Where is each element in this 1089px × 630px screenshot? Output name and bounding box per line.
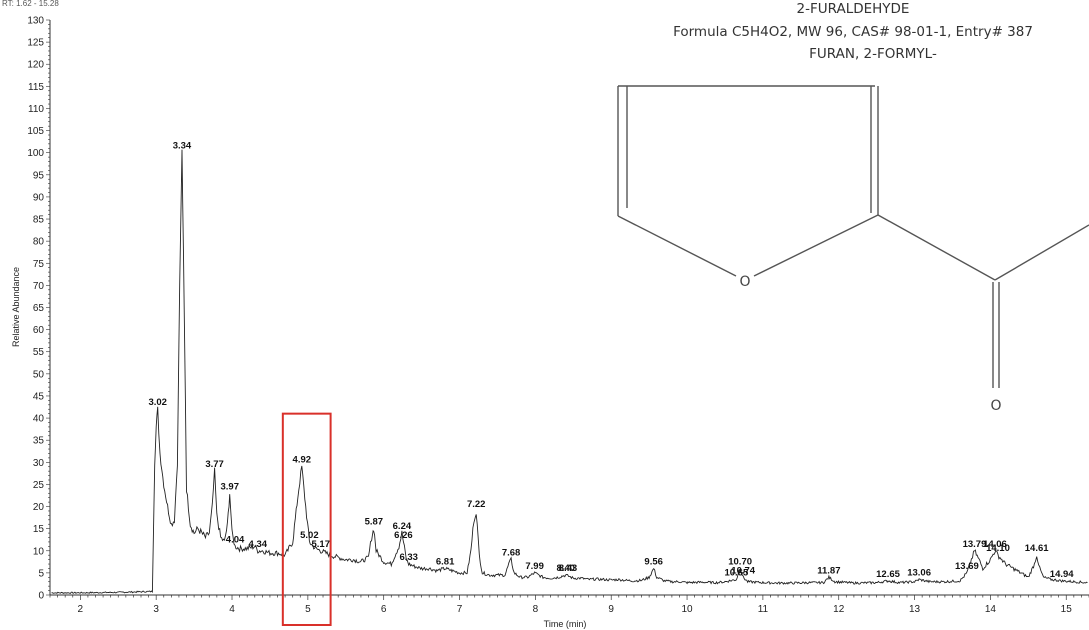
y-tick-label: 40 — [33, 414, 45, 425]
peak-label: 3.34 — [173, 141, 192, 152]
peak-label: 6.24 — [393, 521, 412, 532]
x-tick-label: 3 — [153, 604, 159, 615]
y-tick-label: 20 — [33, 502, 45, 513]
peak-label: 12.65 — [876, 569, 900, 580]
peak-label: 10.70 — [728, 556, 752, 567]
peak-label: 11.87 — [817, 565, 840, 576]
compound-name: 2-FURALDEHYDE — [797, 1, 910, 17]
y-axis-title: Relative Abundance — [11, 267, 21, 347]
y-tick-label: 90 — [33, 192, 45, 203]
x-tick-label: 8 — [533, 604, 539, 615]
aldehyde-h-bond — [994, 224, 1089, 281]
x-tick-label: 2 — [78, 604, 84, 615]
peak-label: 5.02 — [300, 530, 319, 541]
y-tick-label: 125 — [27, 38, 44, 49]
peak-label: 13.69 — [955, 561, 979, 572]
peak-label: 7.22 — [467, 499, 486, 510]
peak-label: 3.97 — [220, 481, 239, 492]
y-tick-label: 130 — [27, 16, 44, 27]
y-tick-label: 10 — [33, 546, 45, 557]
peak-label: 13.79 — [963, 539, 987, 550]
x-tick-label: 7 — [457, 604, 463, 615]
peak-label: 14.94 — [1050, 569, 1074, 580]
peak-label: 14.06 — [983, 539, 1007, 550]
peak-label: 6.81 — [436, 556, 455, 567]
peak-label: 4.92 — [293, 455, 312, 466]
peak-label: 6.26 — [394, 530, 413, 541]
y-tick-label: 30 — [33, 458, 45, 469]
y-tick-label: 120 — [27, 60, 44, 71]
peak-label: 7.68 — [502, 548, 521, 559]
x-axis-title: Time (min) — [544, 619, 587, 629]
range-header-fragment: RT: 1.62 - 15.28 — [2, 0, 59, 8]
y-tick-label: 50 — [33, 369, 45, 380]
y-tick-label: 65 — [33, 303, 45, 314]
y-tick-label: 80 — [33, 237, 45, 248]
peak-label: 6.33 — [399, 552, 418, 563]
y-tick-label: 85 — [33, 215, 45, 226]
y-tick-label: 0 — [38, 591, 44, 602]
y-tick-label: 75 — [33, 259, 45, 270]
ring-bond-right-oxygen — [753, 214, 879, 277]
carbonyl-oxygen-atom: O — [990, 398, 1001, 414]
y-tick-label: 95 — [33, 170, 45, 181]
x-tick-label: 14 — [985, 604, 997, 615]
x-tick-label: 9 — [608, 604, 614, 615]
x-tick-label: 11 — [758, 604, 769, 615]
y-tick-label: 15 — [33, 524, 45, 535]
x-tick-label: 6 — [381, 604, 387, 615]
y-tick-label: 35 — [33, 436, 45, 447]
x-tick-label: 5 — [305, 604, 311, 615]
x-tick-label: 15 — [1061, 604, 1073, 615]
chromatogram-line — [51, 149, 1088, 594]
y-tick-label: 5 — [38, 568, 44, 579]
y-tick-label: 60 — [33, 325, 45, 336]
y-tick-label: 70 — [33, 281, 45, 292]
peak-label: 8.43 — [559, 563, 578, 574]
peak-label: 4.04 — [226, 534, 245, 545]
x-tick-label: 10 — [681, 604, 693, 615]
y-tick-label: 105 — [27, 126, 44, 137]
highlight-box-group — [281, 412, 332, 626]
y-tick-label: 110 — [28, 104, 44, 115]
peak-label: 3.77 — [205, 459, 224, 470]
peak-label: 7.99 — [525, 561, 544, 572]
peak-label: 5.87 — [365, 517, 384, 528]
peak-label: 14.61 — [1025, 543, 1049, 554]
y-tick-label: 100 — [27, 148, 44, 159]
y-tick-label: 45 — [33, 391, 45, 402]
x-tick-label: 13 — [909, 604, 921, 615]
x-tick-label: 4 — [229, 604, 235, 615]
peak-label: 4.34 — [249, 539, 268, 550]
substituent-bond — [877, 214, 996, 281]
compound-synonym: FURAN, 2-FORMYL- — [809, 46, 937, 62]
peak-label: 5.17 — [311, 539, 330, 550]
peak-labels: 3.02 3.34 3.77 3.97 4.04 4.34 4.92 5.025.17 5.87… — [148, 141, 1074, 580]
y-tick-label: 25 — [33, 480, 45, 491]
peak-label: 3.02 — [148, 397, 167, 408]
axes: 2 3 4 5 6 7 8 9 10 11 12 13 14 1505101520253035404550… — [27, 16, 1089, 615]
peak-label: 8.40 — [556, 563, 575, 574]
ring-bond-left-oxygen — [617, 215, 737, 277]
peak-label: 9.56 — [644, 556, 663, 567]
highlight-box — [281, 412, 332, 626]
peak-label: 10.74 — [731, 565, 755, 576]
peak-label: 10.65 — [724, 568, 748, 579]
molecule-structure: 2-FURALDEHYDE Formula C5H4O2, MW 96, CAS… — [617, 1, 1089, 414]
ring-oxygen-atom: O — [739, 274, 750, 290]
compound-formula: Formula C5H4O2, MW 96, CAS# 98-01-1, Ent… — [673, 24, 1033, 40]
y-tick-label: 115 — [28, 82, 44, 93]
x-tick-label: 12 — [833, 604, 845, 615]
chromatogram-trace — [51, 149, 1088, 594]
peak-label: 13.06 — [907, 568, 931, 579]
peak-label: 14.10 — [986, 543, 1010, 554]
y-tick-label: 55 — [33, 347, 45, 358]
